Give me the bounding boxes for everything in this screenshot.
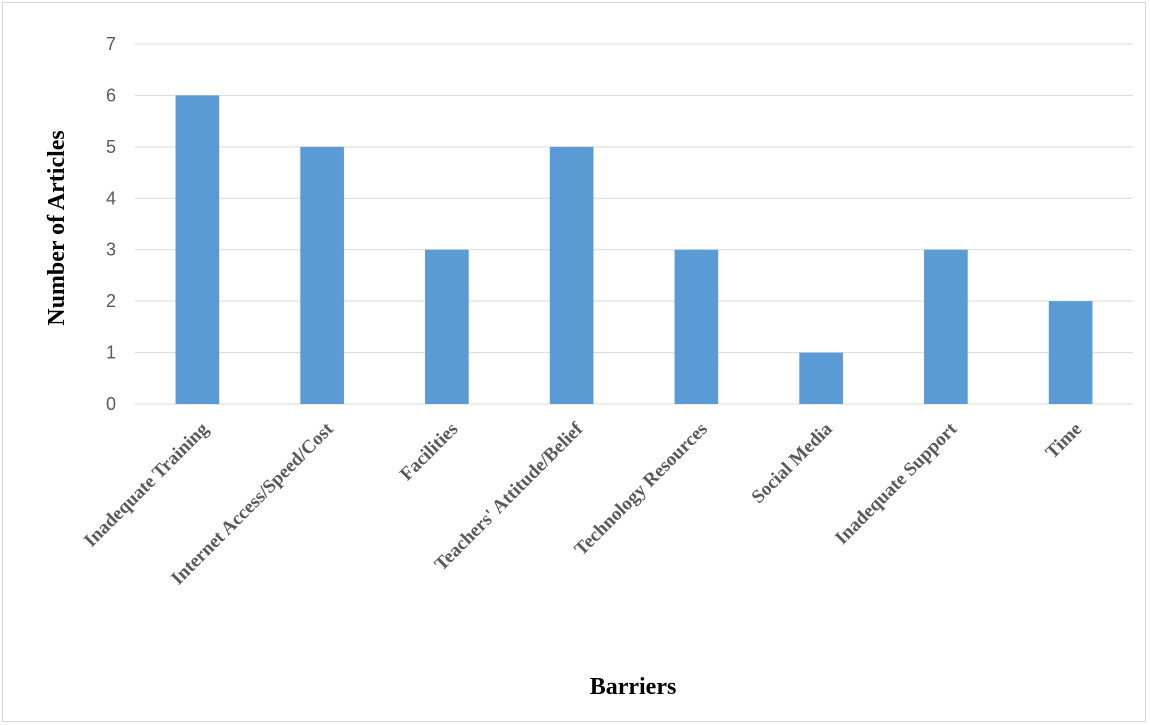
x-tick-label: Social Media bbox=[748, 418, 837, 507]
bars bbox=[175, 95, 1093, 404]
y-axis-ticks: 0 1 2 3 4 5 6 7 bbox=[106, 34, 116, 414]
bar bbox=[674, 249, 719, 404]
x-tick-label: Time bbox=[1042, 419, 1086, 463]
bar bbox=[425, 249, 469, 404]
y-tick-label: 0 bbox=[106, 394, 116, 414]
bar bbox=[1048, 301, 1093, 404]
x-tick-label: Inadequate Training bbox=[80, 418, 213, 551]
x-tick-label: Inadequate Support bbox=[831, 418, 962, 549]
bar bbox=[799, 352, 843, 404]
y-tick-label: 2 bbox=[106, 291, 116, 311]
x-tick-label: Technology Resources bbox=[571, 419, 712, 560]
gridlines bbox=[135, 43, 1133, 405]
y-tick-label: 5 bbox=[106, 137, 116, 157]
y-tick-label: 7 bbox=[106, 34, 116, 54]
x-tick-label: Teachers' Attitude/Belief bbox=[431, 418, 588, 575]
y-tick-label: 6 bbox=[106, 85, 116, 105]
x-tick-label: Facilities bbox=[396, 419, 462, 485]
y-tick-label: 4 bbox=[106, 188, 116, 208]
bar bbox=[549, 146, 594, 404]
x-axis-title: Barriers bbox=[590, 674, 677, 700]
bar bbox=[175, 95, 220, 404]
bar bbox=[300, 146, 344, 404]
bar bbox=[924, 249, 968, 404]
y-tick-label: 3 bbox=[106, 240, 116, 260]
y-tick-label: 1 bbox=[106, 343, 116, 363]
y-axis-title: Number of Articles bbox=[44, 130, 70, 326]
